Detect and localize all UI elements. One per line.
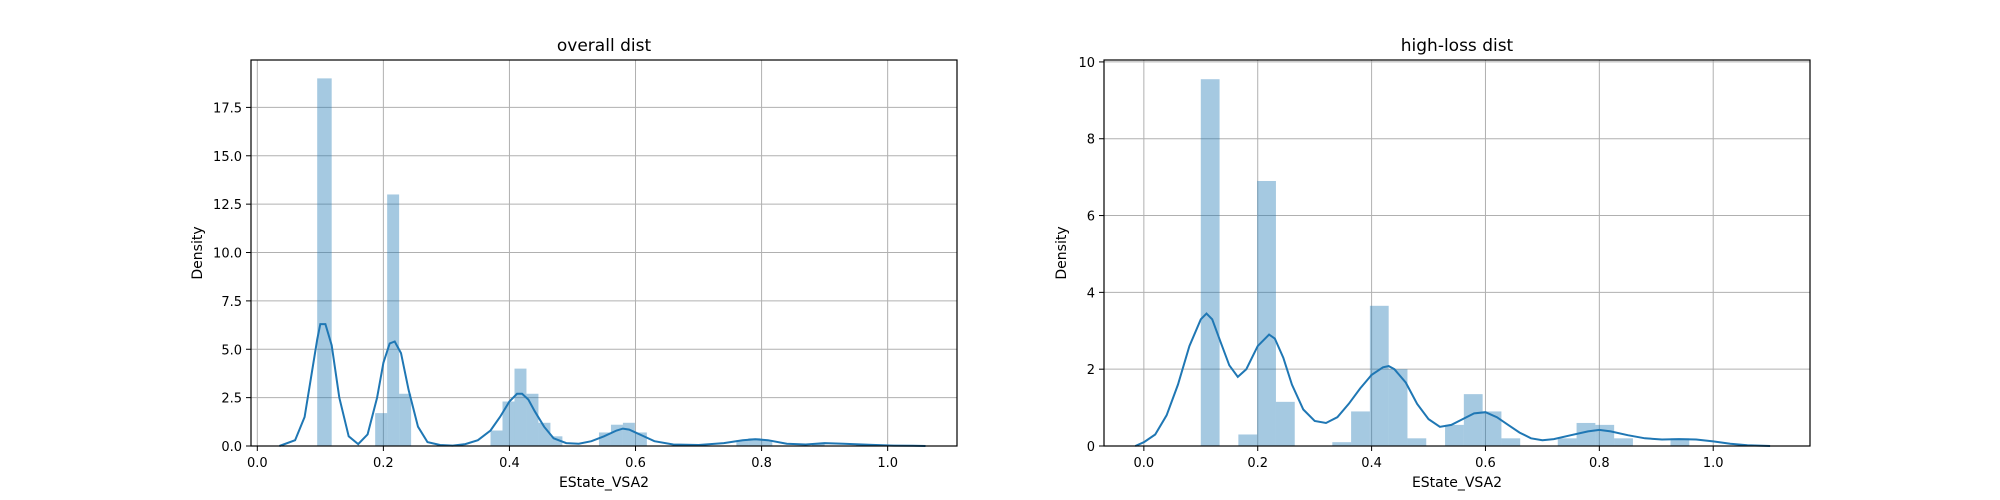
histogram-bar — [514, 368, 527, 446]
chart-overall-dist: overall dist 0.0 0.2 0.4 0.6 0.8 1.0 0.0 2.5 5.… — [190, 36, 958, 491]
y-tick-label: 15.0 — [213, 150, 242, 165]
y-tick-label: 7.5 — [221, 295, 242, 310]
histogram-bar — [1388, 369, 1408, 446]
histogram-bar — [610, 424, 623, 446]
histogram-bar — [634, 432, 647, 446]
y-tick-label: 10 — [1078, 56, 1095, 71]
histogram-bar — [1257, 180, 1276, 446]
chart-high-loss-dist: high-loss dist 0.0 0.2 0.4 0.6 0.8 1.0 0 2 4 6 8 1… — [1054, 36, 1811, 491]
histogram-bar — [1482, 411, 1502, 446]
kde-line — [1134, 312, 1771, 447]
chart-title: overall dist — [557, 36, 652, 56]
histogram-bars — [317, 78, 869, 446]
x-axis-ticks: 0.0 0.2 0.4 0.6 0.8 1.0 — [247, 446, 898, 471]
kde-line — [279, 323, 926, 447]
x-tick-label: 1.0 — [877, 456, 898, 471]
histogram-bar — [812, 443, 825, 446]
x-tick-label: 0.0 — [1134, 456, 1155, 471]
y-axis-ticks: 0.0 2.5 5.0 7.5 10.0 12.5 15.0 17.5 — [213, 101, 251, 455]
y-tick-label: 17.5 — [213, 101, 242, 116]
histogram-bar — [748, 438, 761, 446]
histogram-bar — [1332, 442, 1352, 446]
histogram-bar — [490, 430, 503, 446]
y-tick-label: 12.5 — [213, 198, 242, 213]
histogram-bar — [1463, 394, 1483, 446]
y-tick-label: 0.0 — [221, 440, 242, 455]
x-tick-label: 0.4 — [499, 456, 520, 471]
x-tick-label: 0.0 — [247, 456, 268, 471]
x-axis-label: EState_VSA2 — [1412, 475, 1502, 491]
x-tick-label: 0.8 — [1589, 456, 1610, 471]
histogram-bar — [1369, 305, 1389, 446]
histogram-bar — [538, 422, 551, 446]
histogram-bar — [375, 413, 388, 446]
histogram-bar — [1501, 438, 1521, 446]
histogram-bar — [1445, 424, 1464, 446]
histogram-bar — [1238, 434, 1258, 446]
chart-title: high-loss dist — [1401, 36, 1514, 56]
histogram-bar — [502, 401, 515, 446]
histogram-bar — [622, 422, 635, 446]
y-tick-label: 4 — [1087, 286, 1095, 301]
histogram-bar — [1670, 438, 1690, 446]
y-tick-label: 0 — [1087, 440, 1095, 455]
histogram-bar — [1275, 401, 1295, 446]
y-axis-label: Density — [190, 226, 206, 279]
histogram-bar — [1595, 424, 1615, 446]
histogram-bar — [399, 393, 412, 446]
y-tick-label: 2.5 — [221, 392, 242, 407]
y-axis-label: Density — [1054, 226, 1070, 279]
plot-frame — [1103, 59, 1811, 447]
histogram-bar — [387, 194, 400, 446]
histogram-bar — [760, 440, 773, 446]
x-tick-label: 0.8 — [751, 456, 772, 471]
histogram-bar — [736, 440, 749, 446]
x-tick-label: 0.4 — [1361, 456, 1382, 471]
y-axis-ticks: 0 2 4 6 8 10 — [1078, 56, 1104, 455]
gridlines — [251, 60, 957, 447]
histogram-bar — [1614, 438, 1633, 446]
histogram-bars — [1200, 79, 1690, 446]
x-tick-label: 0.6 — [625, 456, 646, 471]
y-tick-label: 6 — [1087, 210, 1095, 225]
x-axis-label: EState_VSA2 — [559, 475, 649, 491]
x-tick-label: 1.0 — [1703, 456, 1724, 471]
histogram-bar — [1351, 411, 1370, 446]
histogram-bar — [1557, 438, 1577, 446]
histogram-bar — [1576, 422, 1596, 446]
x-tick-label: 0.2 — [1247, 456, 1268, 471]
x-tick-label: 0.2 — [373, 456, 394, 471]
y-tick-label: 8 — [1087, 133, 1095, 148]
histogram-bar — [1407, 438, 1427, 446]
x-tick-label: 0.6 — [1475, 456, 1496, 471]
y-tick-label: 10.0 — [213, 247, 242, 262]
y-tick-label: 5.0 — [221, 343, 242, 358]
histogram-bar — [317, 78, 332, 446]
histogram-bar — [550, 436, 563, 446]
y-tick-label: 2 — [1087, 363, 1095, 378]
histogram-bar — [598, 432, 611, 446]
x-axis-ticks: 0.0 0.2 0.4 0.6 0.8 1.0 — [1134, 446, 1724, 471]
histogram-bar — [1200, 79, 1220, 446]
histogram-bar — [526, 393, 539, 446]
